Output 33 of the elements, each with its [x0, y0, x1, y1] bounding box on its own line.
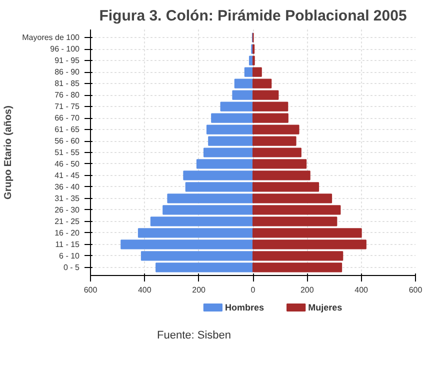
x-tick-label: 200: [192, 286, 206, 294]
x-tick-label: 0: [250, 286, 256, 294]
y-axis-title: Grupo Etario (años): [3, 106, 14, 200]
y-tick-label: 91 - 95: [54, 56, 80, 66]
x-tick-label: 200: [300, 286, 314, 294]
y-tick-label: 76 - 80: [54, 90, 80, 100]
legend-label: Mujeres: [308, 302, 342, 312]
y-tick-label: 71 - 75: [54, 102, 80, 112]
y-tick-label: Mayores de 100: [22, 33, 80, 42]
y-tick-label: 0 - 5: [63, 262, 80, 272]
y-tick-label: 46 - 50: [54, 159, 80, 168]
x-tick-label: 600: [84, 286, 98, 294]
y-tick-label: 26 - 30: [54, 205, 80, 214]
y-tick-label: 66 - 70: [54, 114, 80, 123]
x-tick-label: 600: [408, 286, 423, 294]
y-tick-label: 86 - 90: [54, 68, 80, 77]
source-note: Fuente: Sisben: [157, 330, 232, 342]
y-tick-label: 16 - 20: [54, 228, 80, 238]
y-tick-label: 36 - 40: [54, 182, 80, 192]
y-tick-label: 41 - 45: [54, 170, 80, 180]
y-tick-label: 96 - 100: [50, 44, 80, 54]
y-tick-label: 6 - 10: [59, 251, 80, 260]
chart-title: Figura 3. Colón: Pirámide Poblacional 2005: [99, 8, 407, 24]
y-tick-label: 61 - 65: [54, 125, 80, 134]
legend-label: Hombres: [225, 302, 264, 312]
y-tick-label: 31 - 35: [54, 194, 80, 203]
y-tick-label: 56 - 60: [54, 136, 80, 146]
y-tick-label: 81 - 85: [54, 79, 80, 88]
x-tick-label: 400: [354, 286, 369, 294]
x-tick-label: 400: [138, 286, 152, 294]
y-tick-label: 51 - 55: [54, 148, 80, 157]
y-tick-label: 21 - 25: [54, 216, 80, 226]
y-tick-label: 11 - 15: [55, 240, 80, 249]
